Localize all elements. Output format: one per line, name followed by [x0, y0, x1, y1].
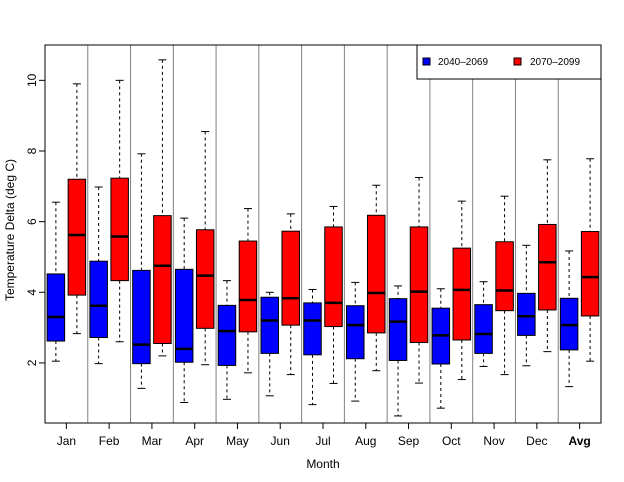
box-iqr — [474, 304, 493, 354]
box-iqr — [303, 302, 322, 356]
box-dec-series-2 — [538, 159, 557, 353]
box-iqr — [409, 226, 429, 343]
box-iqr — [238, 240, 258, 333]
box-sep-series-1 — [388, 285, 408, 417]
x-tick-label: Jul — [315, 434, 330, 448]
box-iqr — [580, 231, 600, 317]
legend-swatch — [422, 57, 431, 66]
box-iqr — [324, 226, 343, 328]
x-tick-label: Avg — [568, 434, 590, 448]
box-iqr — [452, 247, 472, 341]
box-iqr — [517, 292, 536, 336]
x-tick-label: Sep — [398, 434, 420, 448]
box-series — [46, 59, 600, 417]
box-mar-series-2 — [153, 59, 172, 357]
box-iqr — [388, 298, 408, 361]
box-jul-series-1 — [303, 288, 322, 406]
x-tick-label: Mar — [142, 434, 163, 448]
box-iqr — [89, 260, 108, 339]
x-tick-label: Aug — [355, 434, 376, 448]
legend: 2040–2069 2070–2099 — [416, 44, 602, 80]
legend-swatch — [513, 57, 522, 66]
x-tick-label: Nov — [483, 434, 504, 448]
legend-label: 2040–2069 — [438, 57, 488, 68]
y-axis-title: Temperature Delta (deg C) — [3, 159, 17, 301]
box-avg-series-1 — [559, 250, 579, 388]
box-iqr — [260, 296, 279, 354]
box-feb-series-2 — [110, 79, 129, 343]
box-aug-series-2 — [367, 184, 386, 372]
month-separators — [87, 45, 559, 423]
x-tick-label: Dec — [526, 434, 547, 448]
box-jul-series-2 — [324, 205, 343, 384]
box-jun-series-1 — [260, 291, 279, 397]
box-iqr — [538, 223, 557, 311]
x-tick-label: Jan — [57, 434, 76, 448]
box-iqr — [495, 241, 514, 312]
x-tick-label: Oct — [442, 434, 461, 448]
box-iqr — [67, 178, 87, 296]
box-iqr — [132, 269, 151, 365]
box-iqr — [281, 230, 300, 326]
box-iqr — [153, 215, 172, 345]
box-apr-series-1 — [174, 217, 194, 404]
y-tick-label: 4 — [25, 289, 39, 296]
box-oct-series-2 — [452, 200, 472, 381]
box-jan-series-1 — [46, 201, 66, 362]
x-tick-label: Jun — [271, 434, 290, 448]
x-axis-title: Month — [306, 457, 339, 471]
box-jan-series-2 — [67, 83, 87, 335]
x-tick-label: Feb — [99, 434, 120, 448]
legend-box — [416, 44, 602, 80]
box-nov-series-1 — [474, 281, 493, 367]
box-iqr — [217, 304, 237, 366]
legend-label: 2070–2099 — [530, 57, 580, 68]
y-tick-label: 10 — [25, 73, 39, 87]
x-tick-label: May — [226, 434, 249, 448]
box-nov-series-2 — [495, 195, 514, 376]
box-iqr — [195, 229, 215, 329]
box-oct-series-1 — [431, 288, 451, 409]
box-jun-series-2 — [281, 213, 300, 376]
box-iqr — [367, 214, 386, 334]
box-apr-series-2 — [195, 131, 215, 366]
box-avg-series-2 — [580, 158, 600, 362]
box-sep-series-2 — [409, 176, 429, 384]
box-may-series-1 — [217, 280, 237, 400]
axes: 2 4 6 8 10 Jan Feb Mar Apr May Jun Jul Aug Sep Oct Nov D… — [25, 44, 602, 448]
box-iqr — [346, 305, 365, 360]
box-dec-series-1 — [517, 244, 536, 367]
box-iqr — [46, 273, 66, 342]
y-tick-label: 2 — [25, 359, 39, 366]
box-iqr — [174, 268, 194, 363]
y-tick-label: 8 — [25, 147, 39, 154]
box-aug-series-1 — [346, 281, 365, 402]
box-mar-series-1 — [132, 153, 151, 389]
x-tick-label: Apr — [185, 434, 204, 448]
y-tick-label: 6 — [25, 218, 39, 225]
box-feb-series-1 — [89, 186, 108, 365]
box-iqr — [110, 177, 129, 282]
box-may-series-2 — [238, 208, 258, 374]
